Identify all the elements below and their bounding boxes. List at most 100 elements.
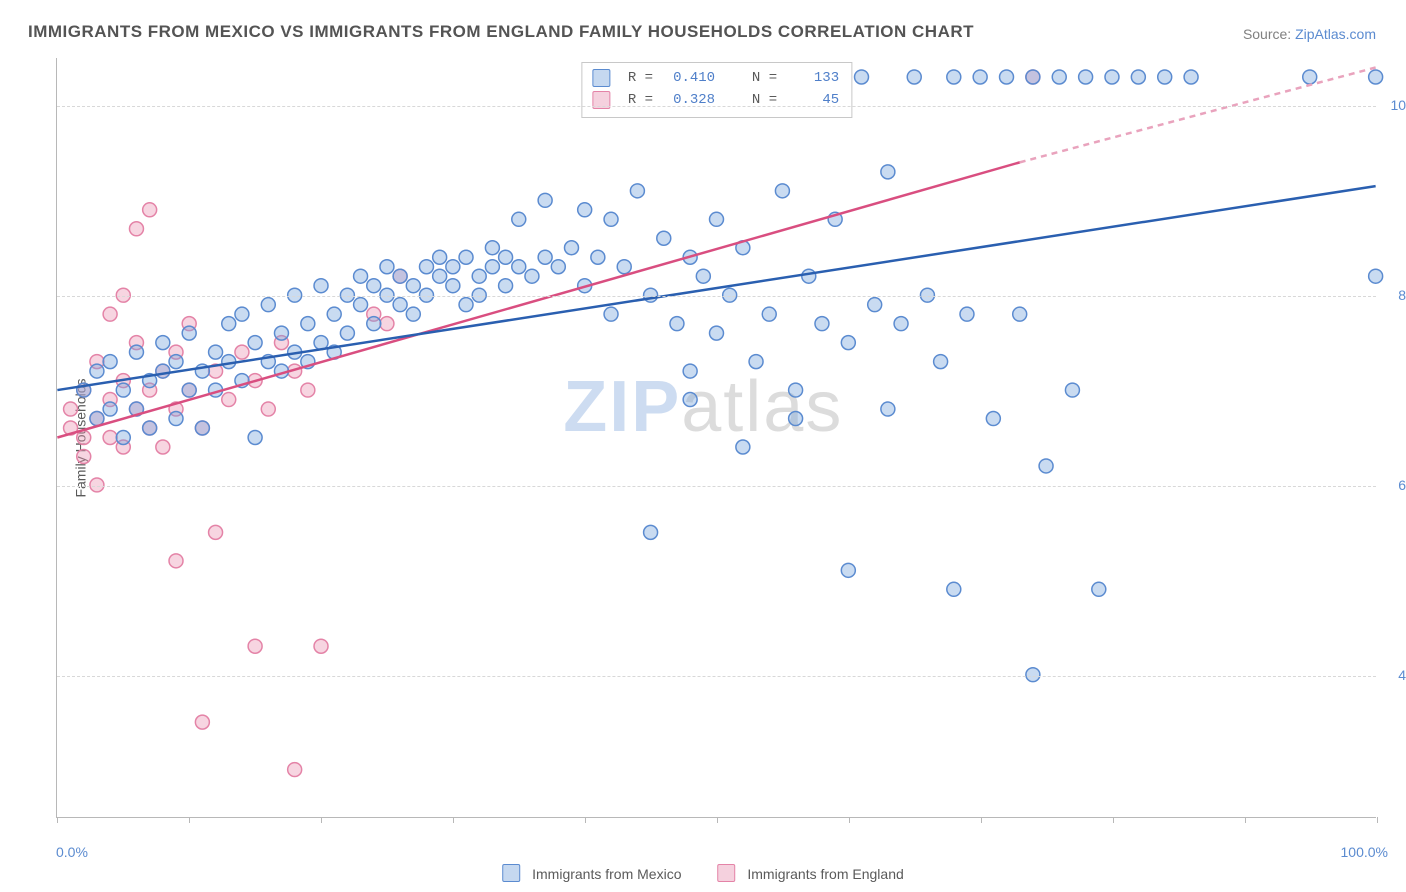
data-point-england [195, 715, 209, 729]
data-point-mexico [156, 336, 170, 350]
data-point-england [301, 383, 315, 397]
data-point-mexico [907, 70, 921, 84]
data-point-mexico [485, 260, 499, 274]
data-point-england [261, 402, 275, 416]
x-tick [1245, 817, 1246, 823]
y-tick-label: 100.0% [1391, 97, 1406, 113]
x-tick [57, 817, 58, 823]
data-point-england [143, 203, 157, 217]
data-point-mexico [960, 307, 974, 321]
plot-svg-layer [57, 58, 1376, 817]
data-point-mexico [222, 317, 236, 331]
data-point-mexico [209, 345, 223, 359]
data-point-mexico [789, 383, 803, 397]
y-tick-label: 60.0% [1398, 477, 1406, 493]
data-point-mexico [1026, 70, 1040, 84]
source-credit: Source: ZipAtlas.com [1243, 26, 1376, 42]
data-point-mexico [565, 241, 579, 255]
legend-swatch-mexico [502, 864, 520, 882]
data-point-mexico [406, 279, 420, 293]
y-tick-label: 80.0% [1398, 287, 1406, 303]
data-point-mexico [1000, 70, 1014, 84]
data-point-mexico [986, 412, 1000, 426]
data-point-mexico [499, 250, 513, 264]
data-point-mexico [90, 364, 104, 378]
data-point-mexico [1158, 70, 1172, 84]
data-point-mexico [235, 307, 249, 321]
data-point-mexico [485, 241, 499, 255]
data-point-mexico [1369, 269, 1383, 283]
data-point-mexico [538, 193, 552, 207]
data-point-england [314, 639, 328, 653]
data-point-mexico [551, 260, 565, 274]
x-tick [981, 817, 982, 823]
data-point-mexico [512, 212, 526, 226]
gridline [57, 676, 1376, 677]
data-point-mexico [459, 298, 473, 312]
gridline [57, 486, 1376, 487]
legend-swatch-england [717, 864, 735, 882]
data-point-mexico [802, 269, 816, 283]
data-point-mexico [855, 70, 869, 84]
data-point-england [169, 554, 183, 568]
data-point-mexico [1184, 70, 1198, 84]
x-tick [189, 817, 190, 823]
data-point-mexico [841, 336, 855, 350]
chart-title: IMMIGRANTS FROM MEXICO VS IMMIGRANTS FRO… [28, 22, 974, 42]
data-point-mexico [195, 421, 209, 435]
data-point-mexico [894, 317, 908, 331]
x-tick [453, 817, 454, 823]
data-point-mexico [815, 317, 829, 331]
legend-bottom: Immigrants from Mexico Immigrants from E… [502, 864, 904, 882]
data-point-mexico [1105, 70, 1119, 84]
data-point-mexico [947, 582, 961, 596]
data-point-mexico [248, 431, 262, 445]
data-point-england [209, 525, 223, 539]
y-tick-label: 40.0% [1398, 667, 1406, 683]
data-point-mexico [775, 184, 789, 198]
data-point-england [288, 763, 302, 777]
data-point-mexico [881, 165, 895, 179]
legend-label-mexico: Immigrants from Mexico [532, 866, 681, 882]
data-point-mexico [604, 307, 618, 321]
data-point-mexico [182, 383, 196, 397]
x-tick [1113, 817, 1114, 823]
data-point-mexico [1303, 70, 1317, 84]
data-point-mexico [1052, 70, 1066, 84]
data-point-mexico [419, 260, 433, 274]
data-point-mexico [499, 279, 513, 293]
data-point-england [380, 317, 394, 331]
x-axis-max-label: 100.0% [1341, 844, 1388, 860]
data-point-mexico [354, 298, 368, 312]
stats-row-mexico: R = 0.410 N = 133 [592, 67, 839, 89]
data-point-mexico [512, 260, 526, 274]
legend-item-england: Immigrants from England [717, 864, 903, 882]
data-point-mexico [354, 269, 368, 283]
data-point-mexico [301, 317, 315, 331]
data-point-mexico [947, 70, 961, 84]
data-point-mexico [538, 250, 552, 264]
data-point-mexico [657, 231, 671, 245]
data-point-mexico [525, 269, 539, 283]
data-point-mexico [129, 345, 143, 359]
data-point-england [129, 222, 143, 236]
data-point-mexico [881, 402, 895, 416]
stats-legend-box: R = 0.410 N = 133 R = 0.328 N = 45 [581, 62, 852, 118]
data-point-england [235, 345, 249, 359]
stats-r-label: R = [628, 70, 653, 86]
data-point-england [77, 449, 91, 463]
data-point-mexico [644, 525, 658, 539]
data-point-mexico [116, 383, 130, 397]
x-axis-min-label: 0.0% [56, 844, 88, 860]
data-point-mexico [1013, 307, 1027, 321]
data-point-england [64, 402, 78, 416]
data-point-mexico [472, 269, 486, 283]
data-point-england [156, 440, 170, 454]
data-point-mexico [1079, 70, 1093, 84]
data-point-mexico [116, 431, 130, 445]
data-point-mexico [1131, 70, 1145, 84]
data-point-mexico [169, 412, 183, 426]
data-point-england [103, 307, 117, 321]
data-point-mexico [591, 250, 605, 264]
trend-line [1020, 67, 1376, 162]
